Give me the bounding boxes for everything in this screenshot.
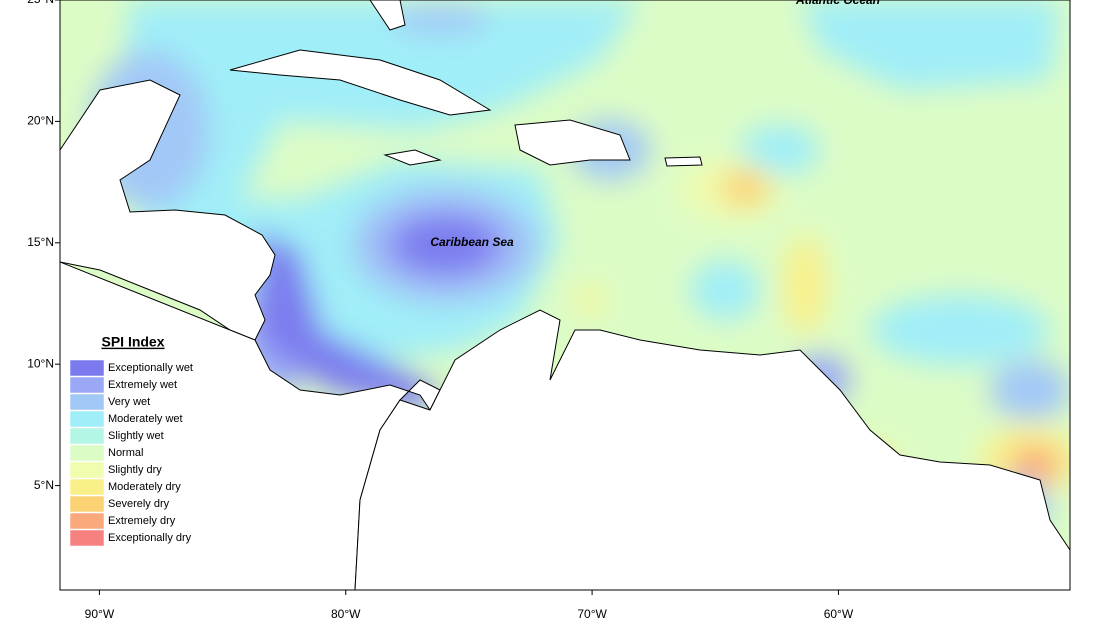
map-frame — [59, 0, 1071, 591]
place-labels: Atlantic Ocean Caribbean Sea — [430, 0, 880, 249]
legend: SPI Index Exceptionally wet Extremely wet… — [69, 334, 193, 547]
place-label: Caribbean Sea — [430, 235, 514, 249]
y-tick-label: 25°N — [27, 0, 54, 6]
x-tick-label: 60°W — [824, 607, 854, 621]
place-label: Atlantic Ocean — [795, 0, 880, 7]
legend-swatch — [69, 529, 105, 547]
legend-swatch — [69, 461, 105, 479]
legend-label: Exceptionally dry — [108, 532, 192, 544]
legend-label: Moderately wet — [108, 413, 183, 425]
legend-swatch — [69, 393, 105, 411]
hispaniola — [514, 119, 631, 166]
legend-label: Slightly dry — [108, 464, 162, 476]
central-america-south — [60, 261, 441, 590]
cuba — [229, 49, 492, 116]
legend-swatch — [69, 512, 105, 530]
legend-swatch — [69, 376, 105, 394]
south-america-land — [354, 309, 1070, 590]
legend-swatch — [69, 495, 105, 513]
legend-label: Exceptionally wet — [108, 362, 193, 374]
spi-field — [90, 0, 1070, 530]
x-tick-label: 80°W — [331, 607, 361, 621]
map-area — [60, 0, 1070, 590]
y-tick-label: 10°N — [27, 356, 54, 370]
x-tick-label: 70°W — [577, 607, 607, 621]
florida — [369, 0, 406, 31]
jamaica — [383, 149, 442, 166]
legend-label: Severely dry — [108, 498, 170, 510]
legend-label: Normal — [108, 447, 143, 459]
y-tick-label: 15°N — [27, 235, 54, 249]
y-tick-label: 20°N — [27, 114, 54, 128]
axes: 90°W 80°W 70°W 60°W 25°N 20°N 15°N 10°N 5°N — [27, 0, 854, 621]
legend-swatch — [69, 359, 105, 377]
puerto-rico — [664, 156, 703, 167]
legend-label: Extremely dry — [108, 515, 176, 527]
legend-swatch — [69, 427, 105, 445]
legend-label: Moderately dry — [108, 481, 181, 493]
x-tick-label: 90°W — [85, 607, 115, 621]
legend-title: SPI Index — [101, 334, 164, 350]
legend-label: Very wet — [108, 396, 150, 408]
legend-swatch — [69, 444, 105, 462]
legend-label: Slightly wet — [108, 430, 164, 442]
legend-label: Extremely wet — [108, 379, 177, 391]
legend-swatch — [69, 410, 105, 428]
y-tick-label: 5°N — [34, 478, 54, 492]
legend-swatch — [69, 478, 105, 496]
central-america-land — [60, 79, 276, 341]
